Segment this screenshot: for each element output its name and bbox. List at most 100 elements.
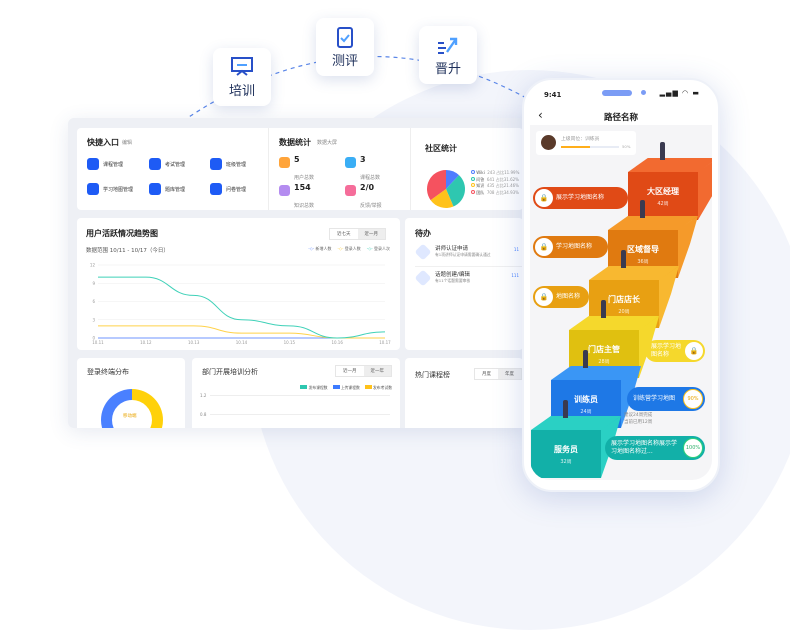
career-path-screen: 上级岗位：训练员 50% 大区经理 42周 区域督导 36周 门店店长 20周 门店主管 28… — [530, 125, 712, 480]
activity-title: 用户活跃情况趋势图 — [86, 229, 158, 238]
courses-icon — [345, 157, 356, 168]
legend-dot — [471, 189, 475, 194]
legend-label: 发布课程数 — [308, 385, 328, 390]
quick-item-question-bank[interactable]: 题库管理 — [149, 183, 185, 195]
career-step[interactable]: 服务员 32周 — [531, 430, 601, 478]
step-title: 大区经理 — [647, 187, 679, 196]
legend-label: 上传课程数 — [340, 385, 360, 390]
tab-last-year[interactable]: 近一年 — [363, 366, 391, 376]
feedback-icon — [345, 185, 356, 196]
person-figure-icon — [640, 200, 645, 218]
legend-item: 团队 708 占比34.93% — [471, 189, 519, 197]
todo-item[interactable]: 讲师认证申请 有1项讲师认证申请需要确认通过 11 — [414, 241, 523, 267]
stat-value: 154 — [294, 183, 311, 192]
edit-link[interactable]: 编辑 — [122, 140, 133, 146]
tab-yearly[interactable]: 年度 — [498, 369, 521, 379]
learning-map-pill[interactable]: 🔒 学习地图名称 — [533, 236, 608, 258]
step-weeks: 32周 — [560, 459, 572, 465]
map-icon — [87, 183, 99, 195]
exam-icon — [149, 158, 161, 170]
quick-item-map[interactable]: 学习地图管理 — [87, 183, 133, 195]
question-bank-icon — [149, 183, 161, 195]
stat-value: 5 — [294, 155, 300, 164]
arrow-up-growth-icon — [438, 37, 458, 54]
promotion-card[interactable]: 晋升 — [419, 26, 477, 84]
y-tick: 1.2 — [200, 393, 207, 398]
learning-map-pill[interactable]: 🔒 地图名称 — [533, 286, 589, 308]
step-top — [569, 316, 659, 330]
date-range: 数据范围 10/11 - 10/17（今日） — [86, 248, 169, 254]
stat-label: 反馈/举报 — [360, 203, 382, 209]
dept-training-card: 部门开展培训分析 近一月 近一年 发布课程数 上传课程数 发布考试数 1.2 0.… — [192, 358, 400, 428]
step-weeks: 42周 — [657, 201, 669, 207]
legend-label: 新增人数 — [315, 246, 332, 251]
learning-map-pill[interactable]: 🔒 展示学习地图名称 — [533, 187, 628, 209]
community-title: 社区统计 — [425, 144, 457, 153]
legend-dot — [471, 176, 475, 181]
step-title: 服务员 — [554, 445, 578, 454]
quick-item-class[interactable]: 班级管理 — [210, 158, 246, 170]
training-card[interactable]: 培训 — [213, 48, 271, 106]
x-tick-label: 10.15 — [284, 340, 296, 345]
learning-map-pill[interactable]: 🔒 展示学习地图名称 — [645, 340, 705, 362]
legend-item: -◇- 登录人数 — [338, 246, 361, 252]
progress-ring: 90% — [683, 389, 703, 409]
tab-last-7-days[interactable]: 近七天 — [330, 229, 358, 239]
todo-item-desc: 有1项讲师认证申请需要确认通过 — [435, 252, 491, 257]
quick-item-course[interactable]: 课程管理 — [87, 158, 123, 170]
map-label: 展示学习地图名称 — [651, 343, 682, 358]
person-figure-icon — [563, 400, 568, 418]
legend-label: 知识 — [476, 183, 485, 188]
step-top — [551, 366, 641, 380]
quick-item-survey[interactable]: 问卷管理 — [210, 183, 246, 195]
learning-map-pill[interactable]: 100% 展示学习地图名称展示学习地图名称过... — [605, 436, 705, 460]
stat-users: 5 用户总数 — [279, 155, 314, 183]
terminal-donut — [101, 389, 163, 428]
survey-icon — [210, 183, 222, 195]
legend-label: 问答 — [476, 176, 485, 182]
login-terminal-title: 登录终端分布 — [87, 368, 129, 376]
pie-slice — [427, 170, 446, 201]
avatar — [541, 135, 556, 150]
stat-value: 2/0 — [360, 183, 375, 192]
step-top — [589, 266, 679, 280]
step-title: 区域督导 — [627, 245, 659, 254]
dept-training-title: 部门开展培训分析 — [202, 368, 258, 376]
data-screen-link[interactable]: 数据大屏 — [317, 140, 338, 146]
tab-monthly[interactable]: 月度 — [475, 369, 498, 379]
stat-knowledge: 154 知识总数 — [279, 183, 314, 211]
todo-item[interactable]: 话题创建/编辑 有11个话题需要审核 111 — [414, 267, 523, 293]
person-figure-icon — [583, 350, 588, 368]
status-time: 9:41 — [544, 91, 562, 99]
person-figure-icon — [621, 250, 626, 268]
course-icon — [87, 158, 99, 170]
legend-label: 发布考试数 — [373, 385, 392, 390]
quick-item-exam[interactable]: 考试管理 — [149, 158, 185, 170]
legend-label: 团队 — [476, 189, 485, 195]
step-title: 训练员 — [574, 395, 598, 404]
clock-icon — [414, 243, 432, 261]
tab-last-month[interactable]: 近一月 — [336, 366, 364, 376]
gridline — [210, 414, 390, 415]
person-figure-icon — [660, 142, 665, 160]
assessment-card[interactable]: 测评 — [316, 18, 374, 76]
series-line — [98, 325, 385, 339]
quick-item-label: 考试管理 — [165, 161, 186, 168]
step-title: 门店主管 — [588, 345, 620, 354]
pie-slice — [446, 175, 465, 207]
class-icon — [210, 158, 222, 170]
stat-label: 知识总数 — [294, 203, 315, 209]
learning-map-pill[interactable]: 90% 训练营学习地图 — [627, 387, 705, 411]
tab-last-month[interactable]: 近一月 — [357, 229, 385, 239]
back-icon[interactable]: ‹ — [538, 108, 543, 122]
previous-position: 上级岗位：训练员 — [561, 137, 600, 142]
divider — [410, 128, 411, 210]
stats-title: 数据统计 — [279, 138, 311, 147]
career-step[interactable]: 大区经理 42周 — [628, 172, 698, 220]
legend-marker: -◇- — [337, 246, 344, 251]
lock-icon: 🔒 — [535, 189, 553, 207]
pie-slice — [430, 189, 454, 208]
top-card: 快捷入口 编辑 课程管理 考试管理 班级管理 学习地图管理 题库管理 问卷管理 … — [77, 128, 523, 210]
legend-item: 上传课程数 — [332, 385, 360, 391]
lock-icon: 🔒 — [535, 238, 553, 256]
